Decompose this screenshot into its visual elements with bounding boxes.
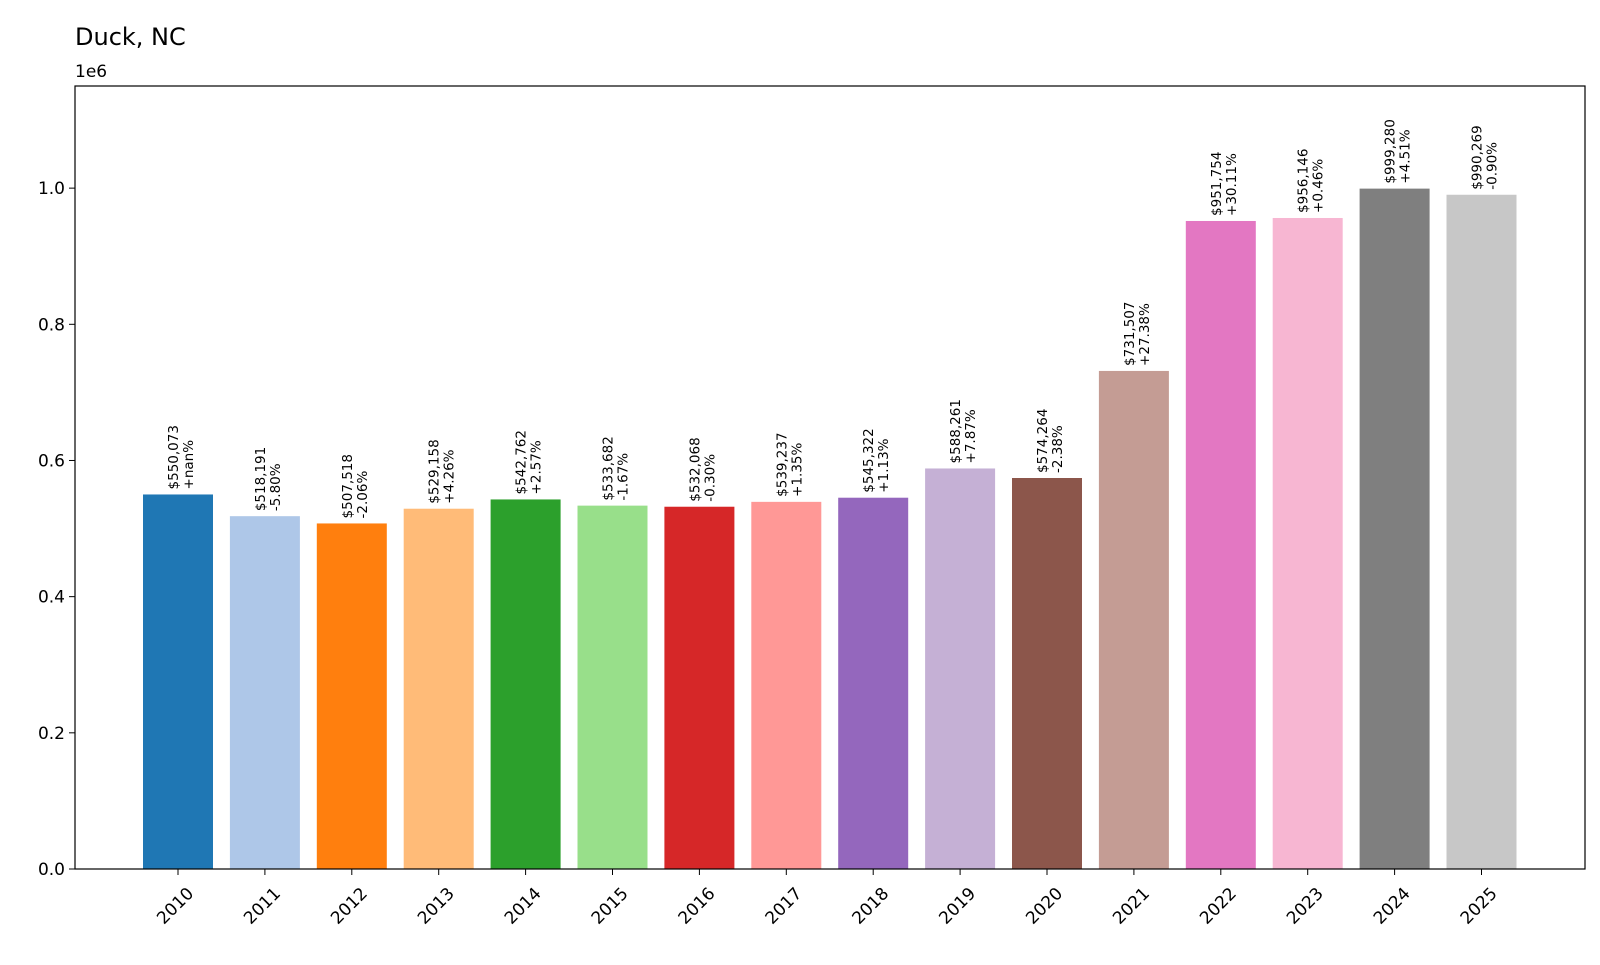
bar-change-label: -0.30%	[702, 454, 718, 502]
bar-label-2020: $574,264 -2.38%	[1035, 409, 1066, 473]
bar-label-2024: $999,280 +4.51%	[1383, 119, 1414, 183]
x-tick-label: 2017	[762, 884, 807, 929]
bar-label-2025: $990,269 -0.90%	[1470, 125, 1501, 189]
bar-change-label: +0.46%	[1311, 159, 1327, 213]
x-tick-label: 2022	[1196, 884, 1241, 929]
x-tick-label: 2023	[1283, 884, 1328, 929]
x-tick-label: 2014	[501, 884, 546, 929]
bar-value-label: $518,191	[253, 447, 269, 511]
bar-label-2021: $731,507 +27.38%	[1122, 302, 1153, 366]
bar-2011	[229, 516, 300, 869]
bar-2023	[1272, 217, 1343, 870]
bar-value-label: $533,682	[601, 436, 617, 500]
bar-2015	[577, 505, 648, 869]
bar-value-label: $550,073	[166, 425, 182, 489]
bar-label-2010: $550,073 +nan%	[166, 425, 197, 489]
x-tick-label: 2021	[1109, 884, 1154, 929]
x-tick-label: 2013	[414, 884, 459, 929]
bar-change-label: -1.67%	[616, 453, 632, 501]
x-tick-label: 2018	[848, 884, 893, 929]
chart-title: Duck, NC	[75, 23, 186, 51]
bar-value-label: $532,068	[687, 437, 703, 501]
x-tick-label: 2024	[1370, 884, 1415, 929]
bar-change-label: +27.38%	[1137, 303, 1153, 366]
bar-2020	[1012, 478, 1082, 869]
bar-value-label: $951,754	[1209, 152, 1225, 216]
bar-2019	[925, 468, 996, 869]
plot-frame	[74, 85, 1586, 870]
bar-change-label: -2.06%	[355, 471, 371, 519]
bar-value-label: $574,264	[1035, 409, 1051, 473]
bar-2017	[751, 501, 822, 869]
bar-label-2012: $507,518 -2.06%	[340, 454, 371, 518]
bar-change-label: +7.87%	[963, 409, 979, 463]
bar-change-label: -5.80%	[268, 463, 284, 511]
bar-2010	[143, 494, 213, 869]
bar-value-label: $542,762	[514, 430, 530, 494]
bar-value-label: $956,146	[1296, 149, 1312, 213]
bar-2012	[316, 523, 387, 869]
bar-labels-layer: $550,073 +nan% $518,191 -5.80% $507,518 -2.06…	[166, 119, 1501, 518]
bar-value-label: $545,322	[861, 428, 877, 492]
x-tick-label: 2011	[240, 884, 285, 929]
bar-change-label: +4.26%	[442, 449, 458, 503]
x-axis: 2010 2011 2012 2013 2014 2015 2016 2017 2018 2019…	[153, 869, 1502, 929]
bar-change-label: +nan%	[181, 440, 197, 490]
x-tick-label: 2020	[1022, 884, 1067, 929]
bar-change-label: +2.57%	[529, 440, 545, 494]
bar-change-label: -2.38%	[1050, 425, 1066, 473]
y-tick-label: 0.2	[38, 724, 65, 744]
bar-change-label: +4.51%	[1398, 129, 1414, 183]
bar-2025	[1446, 194, 1517, 869]
bar-value-label: $529,158	[427, 439, 443, 503]
bar-value-label: $731,507	[1122, 302, 1138, 366]
bar-2018	[838, 497, 909, 869]
bar-change-label: -0.90%	[1485, 142, 1501, 190]
bar-2022	[1185, 220, 1256, 869]
y-axis: 0.0 0.2 0.4 0.6 0.8 1.0	[38, 179, 75, 880]
x-tick-label: 2016	[675, 884, 720, 929]
bar-2021	[1098, 370, 1169, 869]
y-tick-label: 0.8	[38, 315, 65, 335]
bar-2013	[403, 508, 474, 869]
bar-label-2016: $532,068 -0.30%	[687, 437, 718, 501]
y-tick-label: 0.4	[38, 588, 65, 608]
y-tick-label: 0.0	[38, 860, 65, 880]
bar-2014	[490, 499, 561, 869]
x-tick-label: 2019	[935, 884, 980, 929]
bar-2016	[664, 506, 735, 869]
x-tick-label: 2015	[588, 884, 633, 929]
bar-label-2022: $951,754 +30.11%	[1209, 152, 1240, 216]
bar-value-label: $999,280	[1383, 119, 1399, 183]
bars-layer	[143, 188, 1517, 870]
bar-label-2014: $542,762 +2.57%	[514, 430, 545, 494]
x-tick-label: 2010	[153, 884, 198, 929]
bar-2024	[1359, 188, 1430, 869]
y-tick-label: 1.0	[38, 179, 65, 199]
x-tick-label: 2012	[327, 884, 372, 929]
bar-change-label: +30.11%	[1224, 153, 1240, 216]
bar-label-2013: $529,158 +4.26%	[427, 439, 458, 503]
bar-change-label: +1.35%	[789, 442, 805, 496]
y-axis-offset-label: 1e6	[75, 62, 107, 82]
y-tick-label: 0.6	[38, 451, 65, 471]
x-tick-label: 2025	[1457, 884, 1502, 929]
bar-value-label: $539,237	[774, 432, 790, 496]
bar-label-2018: $545,322 +1.13%	[861, 428, 892, 492]
bar-label-2019: $588,261 +7.87%	[948, 399, 979, 463]
bar-value-label: $990,269	[1470, 125, 1486, 189]
bar-value-label: $588,261	[948, 399, 964, 463]
bar-label-2017: $539,237 +1.35%	[774, 432, 805, 496]
bar-change-label: +1.13%	[876, 438, 892, 492]
bar-label-2015: $533,682 -1.67%	[601, 436, 632, 500]
bar-label-2011: $518,191 -5.80%	[253, 447, 284, 511]
bar-value-label: $507,518	[340, 454, 356, 518]
bar-label-2023: $956,146 +0.46%	[1296, 149, 1327, 213]
